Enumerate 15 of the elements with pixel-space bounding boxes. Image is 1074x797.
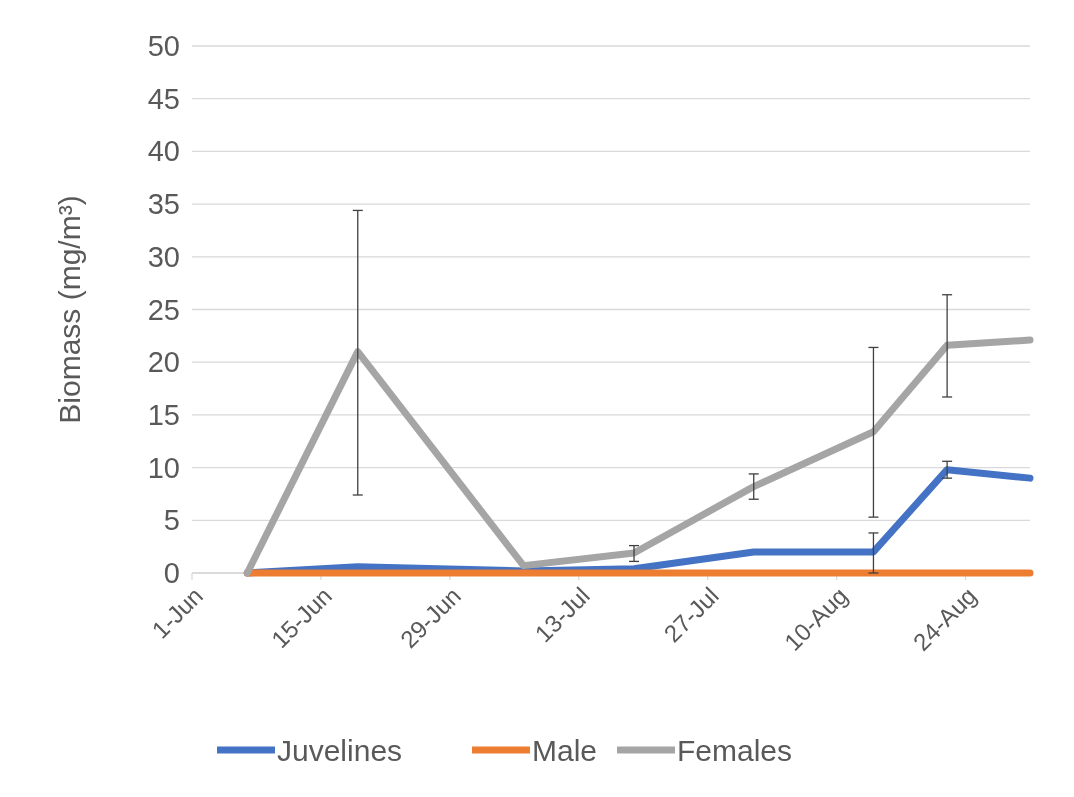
- y-tick-label: 25: [147, 293, 180, 326]
- y-tick-label: 20: [147, 346, 180, 379]
- legend-label: Juvelines: [277, 733, 403, 767]
- y-tick-label: 50: [147, 30, 180, 62]
- y-tick-label: 40: [147, 135, 180, 168]
- legend-label: Male: [532, 733, 598, 767]
- y-tick-label: 10: [147, 451, 180, 484]
- y-tick-label: 15: [147, 398, 180, 431]
- y-tick-label: 45: [147, 82, 180, 115]
- y-tick-label: 0: [163, 557, 180, 589]
- y-tick-label: 30: [147, 240, 180, 273]
- y-axis-title: Biomass (mg/m³): [53, 195, 86, 424]
- y-tick-label: 35: [147, 188, 180, 221]
- legend-label: Females: [677, 733, 793, 767]
- y-tick-label: 5: [163, 504, 180, 537]
